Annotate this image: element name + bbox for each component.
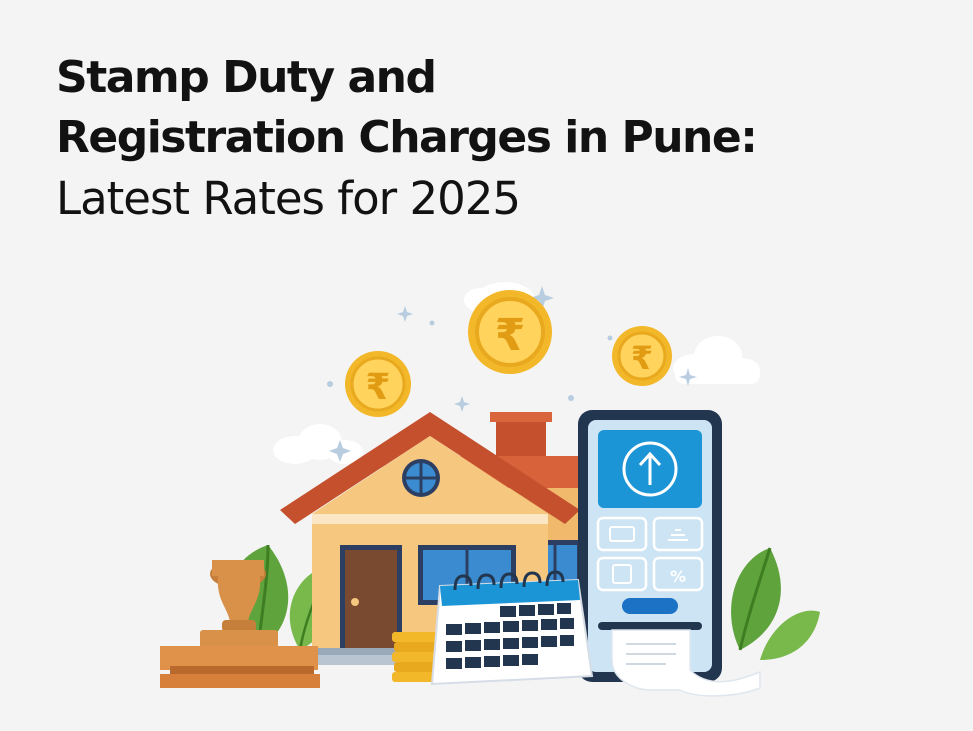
calendar-icon <box>430 570 594 686</box>
cloud-icon <box>273 424 363 464</box>
title-line-3: Latest Rates for 2025 <box>56 172 521 225</box>
stamp-icon <box>160 560 320 688</box>
coin-stack-icon <box>392 632 440 682</box>
leaf-icon <box>731 547 820 660</box>
page-title: Stamp Duty and Registration Charges in P… <box>56 48 936 230</box>
coin-symbol: ₹ <box>495 310 526 361</box>
sparkle-icon <box>327 286 697 462</box>
title-line-2: Registration Charges in Pune: <box>56 112 758 163</box>
coin-symbol: ₹ <box>631 339 653 377</box>
rupee-coin-icon: ₹ <box>612 326 672 386</box>
receipt-icon <box>611 629 761 697</box>
coin-symbol: ₹ <box>365 367 390 408</box>
rupee-coin-icon: ₹ <box>345 351 411 417</box>
smartphone-icon: % <box>578 410 722 682</box>
percent-tile: % <box>670 567 686 586</box>
rupee-coin-icon: ₹ <box>468 290 552 374</box>
cloud-icon <box>673 336 760 384</box>
title-line-1: Stamp Duty and <box>56 52 437 103</box>
